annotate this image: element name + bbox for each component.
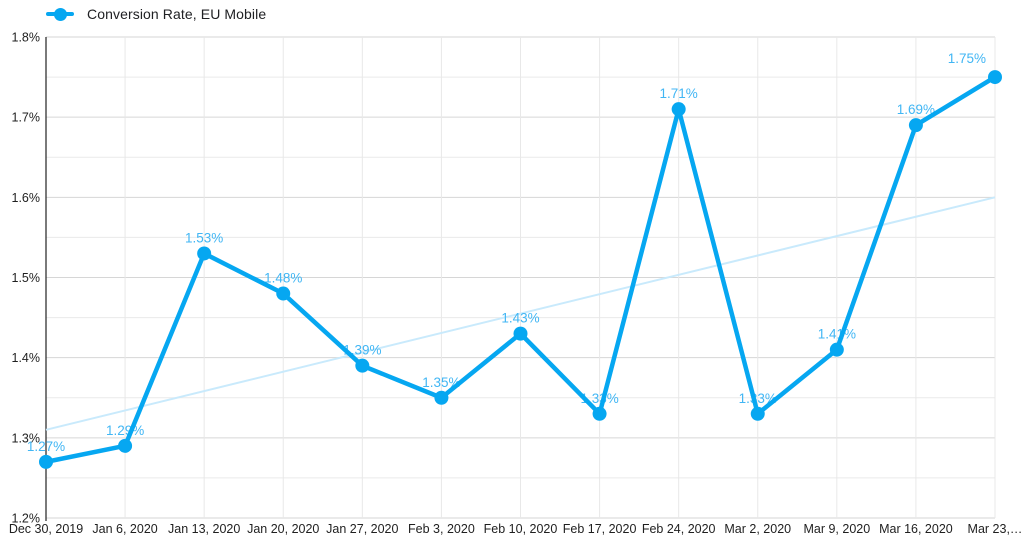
y-tick-label: 1.4%	[12, 351, 41, 365]
x-tick-label: Feb 10, 2020	[484, 522, 558, 536]
y-tick-label: 1.7%	[12, 111, 41, 125]
y-tick-label: 1.5%	[12, 271, 41, 285]
data-point[interactable]	[197, 246, 212, 261]
data-point[interactable]	[988, 70, 1002, 85]
x-tick-label: Jan 13, 2020	[168, 522, 240, 536]
x-tick-label: Mar 2, 2020	[724, 522, 791, 536]
data-point[interactable]	[829, 342, 844, 357]
x-tick-label: Mar 23,…	[968, 522, 1023, 536]
data-label: 1.48%	[264, 271, 302, 286]
x-tick-label: Mar 16, 2020	[879, 522, 953, 536]
data-label: 1.29%	[106, 423, 144, 438]
data-label: 1.43%	[501, 311, 539, 326]
data-point[interactable]	[276, 286, 291, 301]
y-tick-label: 1.8%	[12, 31, 41, 45]
data-point[interactable]	[592, 406, 607, 421]
x-tick-label: Jan 6, 2020	[92, 522, 157, 536]
x-tick-label: Feb 3, 2020	[408, 522, 475, 536]
data-point[interactable]	[908, 118, 923, 133]
x-tick-label: Jan 20, 2020	[247, 522, 319, 536]
legend: Conversion Rate, EU Mobile	[46, 4, 266, 24]
data-label: 1.53%	[185, 230, 223, 245]
x-tick-label: Jan 27, 2020	[326, 522, 398, 536]
trendline	[45, 196, 996, 431]
data-point[interactable]	[355, 358, 370, 373]
line-dot-icon	[46, 7, 74, 21]
data-label: 1.35%	[422, 375, 460, 390]
data-label: 1.33%	[739, 391, 777, 406]
data-point[interactable]	[39, 454, 53, 469]
y-tick-label: 1.3%	[12, 431, 41, 445]
data-label: 1.69%	[897, 102, 935, 117]
data-label: 1.71%	[660, 86, 698, 101]
x-tick-label: Feb 17, 2020	[563, 522, 637, 536]
data-point[interactable]	[513, 326, 528, 341]
legend-series-label: Conversion Rate, EU Mobile	[87, 6, 267, 22]
data-point[interactable]	[434, 390, 449, 405]
data-point[interactable]	[750, 406, 765, 421]
data-point[interactable]	[671, 102, 686, 117]
data-label: 1.75%	[948, 51, 986, 66]
x-tick-label: Dec 30, 2019	[9, 522, 83, 536]
x-tick-label: Feb 24, 2020	[642, 522, 716, 536]
data-point[interactable]	[118, 438, 133, 453]
x-tick-label: Mar 9, 2020	[803, 522, 870, 536]
data-label: 1.27%	[27, 439, 65, 454]
y-tick-label: 1.6%	[12, 191, 41, 205]
y-tick-label: 1.2%	[12, 512, 41, 526]
legend-item-conversion-rate[interactable]: Conversion Rate, EU Mobile	[46, 6, 266, 22]
data-label: 1.41%	[818, 327, 856, 342]
